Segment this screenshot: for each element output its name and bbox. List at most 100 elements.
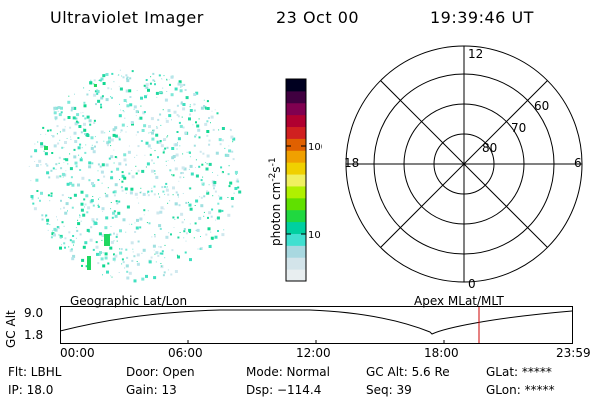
uv-speckle	[224, 147, 226, 149]
uv-speckle	[228, 165, 230, 167]
uv-speckle	[218, 196, 220, 198]
uv-speckle	[147, 144, 151, 148]
uv-speckle	[207, 216, 209, 219]
uv-speckle	[149, 153, 152, 156]
uv-speckle	[55, 175, 59, 179]
uv-speckle	[80, 156, 82, 158]
uv-speckle	[126, 126, 128, 127]
uv-speckle	[143, 84, 146, 87]
uv-speckle	[114, 214, 118, 218]
uv-speckle	[168, 114, 172, 118]
uv-speckle	[149, 131, 151, 133]
uv-speckle	[62, 128, 66, 132]
uv-speckle	[51, 152, 54, 154]
uv-speckle	[101, 234, 105, 237]
uv-speckle	[151, 131, 154, 135]
mlt-label-18: 18	[344, 156, 359, 170]
uv-speckle	[69, 197, 72, 200]
uv-speckle	[162, 151, 165, 154]
uv-speckle	[121, 180, 124, 183]
uv-speckle	[113, 190, 117, 194]
uv-speckle	[123, 111, 125, 113]
colorbar-swatch	[286, 114, 306, 128]
uv-speckle	[189, 109, 193, 112]
uv-speckle	[168, 79, 170, 81]
date-label: 23 Oct 00	[276, 8, 360, 27]
uv-speckle	[117, 211, 121, 215]
uv-speckle	[95, 245, 99, 249]
colorbar-swatch	[286, 245, 306, 258]
uv-speckle	[213, 181, 217, 184]
uv-speckle	[80, 208, 84, 212]
uv-speckle	[152, 129, 154, 131]
uv-speckle	[179, 89, 183, 93]
uv-speckle	[125, 74, 128, 77]
uv-speckle	[200, 179, 203, 182]
uv-speckle	[166, 186, 168, 188]
uv-speckle	[178, 204, 181, 207]
uv-speckle	[184, 251, 187, 254]
uv-speckle	[63, 225, 65, 227]
uv-speckle	[34, 161, 36, 162]
uv-speckle	[134, 156, 136, 158]
uv-speckle	[210, 236, 214, 240]
uv-speckle	[122, 76, 125, 79]
uv-speckle	[72, 235, 75, 237]
uv-speckle	[144, 95, 147, 99]
uv-speckle	[91, 162, 94, 165]
uv-speckle	[152, 244, 156, 248]
uv-speckle	[47, 229, 49, 231]
uv-speckle	[180, 172, 183, 175]
uv-speckle	[96, 92, 99, 95]
uv-speckle	[156, 126, 158, 128]
uv-speckle	[237, 186, 240, 189]
uv-speckle	[189, 106, 191, 108]
uv-speckle	[140, 96, 143, 100]
uv-speckle	[110, 275, 112, 277]
uv-speckle	[70, 248, 73, 251]
uv-speckle	[158, 246, 160, 248]
uv-speckle	[165, 118, 167, 120]
uv-speckle	[63, 158, 65, 160]
uv-speckle	[169, 83, 171, 86]
uv-speckle	[97, 262, 100, 265]
uv-speckle	[54, 106, 58, 110]
uv-speckle	[64, 211, 68, 215]
uv-speckle	[208, 139, 211, 142]
door-status: Door: Open	[126, 365, 195, 379]
uv-speckle	[153, 185, 156, 188]
uv-speckle	[238, 190, 242, 194]
uv-speckle	[203, 211, 205, 213]
uv-speckle	[162, 190, 165, 193]
uv-speckle	[216, 216, 220, 220]
uv-speckle	[76, 229, 79, 232]
uv-speckle	[107, 262, 110, 265]
uv-speckle	[143, 111, 146, 113]
uv-speckle	[55, 119, 57, 121]
uv-speckle	[220, 166, 223, 169]
uv-speckle	[145, 166, 147, 168]
uv-speckle	[53, 227, 57, 231]
uv-speckle	[233, 192, 235, 194]
uv-speckle	[89, 238, 93, 242]
uv-speckle	[176, 131, 179, 133]
uv-speckle	[102, 252, 104, 254]
uv-speckle	[108, 136, 111, 140]
uv-speckle	[193, 103, 196, 106]
uv-speckle	[221, 172, 223, 174]
uv-speckle	[189, 258, 192, 262]
uv-speckle	[58, 234, 60, 236]
uv-speckle	[178, 80, 182, 84]
uv-speckle	[195, 91, 199, 95]
uv-speckle	[125, 192, 127, 194]
uv-speckle	[77, 219, 79, 221]
uv-speckle	[31, 197, 34, 200]
uv-speckle	[113, 240, 115, 242]
uv-speckle	[152, 72, 155, 75]
uv-speckle	[130, 187, 134, 191]
uv-speckle	[188, 231, 191, 233]
time-tick-1200: 12:00	[296, 346, 331, 360]
uv-speckle	[71, 106, 75, 110]
uv-speckle	[92, 248, 95, 251]
uv-speckle	[176, 148, 178, 150]
